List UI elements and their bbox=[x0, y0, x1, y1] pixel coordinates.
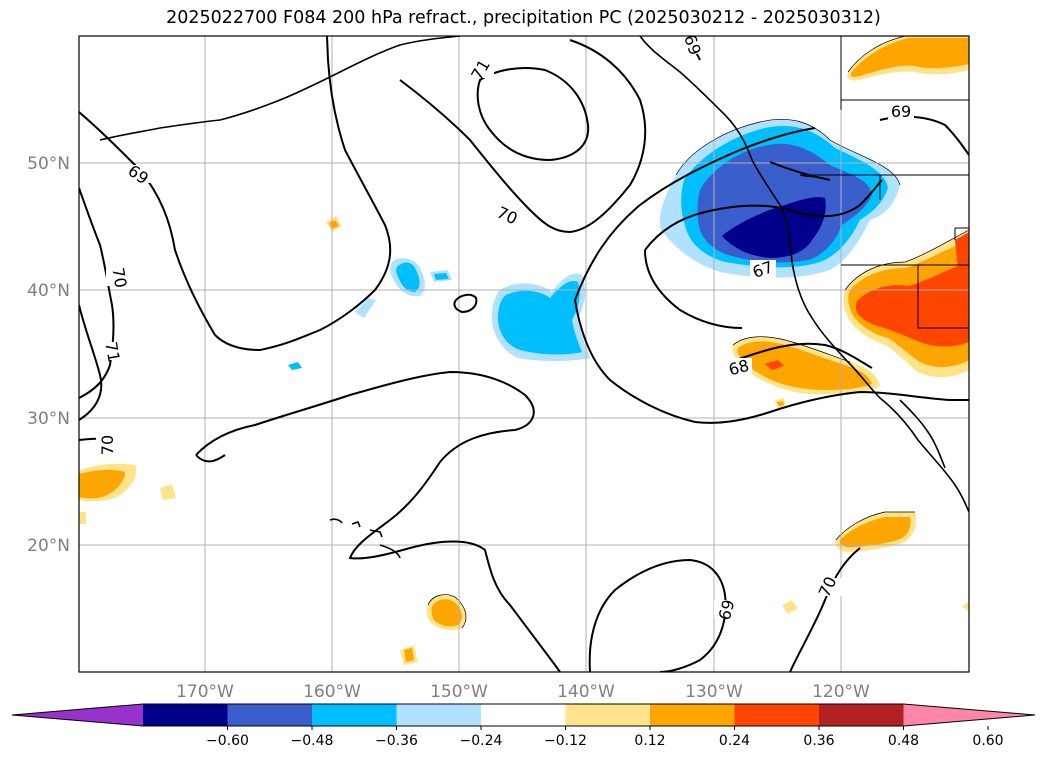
map-title: 2025022700 F084 200 hPa refract., precip… bbox=[166, 8, 881, 28]
graticule bbox=[79, 36, 969, 672]
colorbar-segment bbox=[650, 704, 735, 726]
lat-label-30n: 30°N bbox=[27, 409, 70, 429]
colorbar-outline bbox=[11, 703, 1036, 727]
colorbar-segment bbox=[227, 704, 313, 726]
colorbar-tick-label: 0.60 bbox=[972, 733, 1003, 749]
colorbar-segment bbox=[819, 704, 904, 726]
positive-anomaly-northeast bbox=[850, 38, 969, 77]
colorbar-extend-min bbox=[12, 704, 143, 726]
lat-label-40n: 40°N bbox=[27, 281, 70, 301]
map-panel: 71 69 69 70 69 70 71 70 67 68 69 70 bbox=[79, 32, 969, 672]
colorbar-tick-label: 0.24 bbox=[719, 733, 750, 749]
colorbar-segment bbox=[143, 704, 228, 726]
lon-label-160w: 160°W bbox=[303, 682, 361, 702]
contour-label: 70 bbox=[98, 435, 117, 455]
colorbar-tick-label: −0.60 bbox=[206, 733, 249, 749]
positive-anomaly-west-us-strong bbox=[856, 262, 969, 347]
colorbar-segment bbox=[734, 704, 820, 726]
colorbar-tick-label: −0.24 bbox=[460, 733, 503, 749]
negative-patch-central bbox=[497, 280, 582, 355]
contour-label: 69 bbox=[680, 32, 705, 58]
colorbar-extend-max bbox=[903, 704, 1035, 726]
contour-label: 68 bbox=[727, 356, 752, 380]
positive-anomaly-baja bbox=[737, 341, 872, 390]
anomaly-outlines bbox=[427, 36, 969, 629]
latitude-labels: 50°N 40°N 30°N 20°N bbox=[27, 154, 70, 556]
lon-label-120w: 120°W bbox=[812, 682, 870, 702]
lon-label-170w: 170°W bbox=[176, 682, 234, 702]
lat-label-50n: 50°N bbox=[27, 154, 70, 174]
contour-label: 70 bbox=[108, 266, 130, 289]
contour-labels: 71 69 69 70 69 70 71 70 67 68 69 70 bbox=[96, 32, 914, 623]
lon-label-150w: 150°W bbox=[430, 682, 488, 702]
colorbar-tick-label: 0.48 bbox=[888, 733, 919, 749]
lat-label-20n: 20°N bbox=[27, 536, 70, 556]
lon-label-140w: 140°W bbox=[557, 682, 615, 702]
map-frame bbox=[78, 35, 970, 673]
contour-label: 69 bbox=[891, 102, 911, 121]
contour-label: 71 bbox=[101, 340, 123, 363]
coastlines bbox=[99, 36, 969, 672]
colorbar-tick-label: −0.36 bbox=[375, 733, 418, 749]
colorbar-segment bbox=[481, 704, 566, 726]
colorbar-tick-label: 0.12 bbox=[634, 733, 665, 749]
colorbar-segment bbox=[565, 704, 651, 726]
refractivity-contours bbox=[79, 36, 969, 672]
colorbar-segment bbox=[396, 704, 482, 726]
contour-label: 69 bbox=[715, 598, 739, 623]
colorbar-tick-label: −0.12 bbox=[544, 733, 587, 749]
colorbar-segment bbox=[312, 704, 397, 726]
colorbar-tick-label: 0.36 bbox=[803, 733, 834, 749]
political-borders bbox=[799, 36, 969, 329]
colorbar: −0.60 −0.48 −0.36 −0.24 −0.12 0.12 0.24 0.36 0.4… bbox=[11, 703, 1036, 749]
colorbar-tick-label: −0.48 bbox=[291, 733, 334, 749]
longitude-labels: 170°W 160°W 150°W 140°W 130°W 120°W bbox=[176, 682, 870, 702]
lon-label-130w: 130°W bbox=[685, 682, 743, 702]
